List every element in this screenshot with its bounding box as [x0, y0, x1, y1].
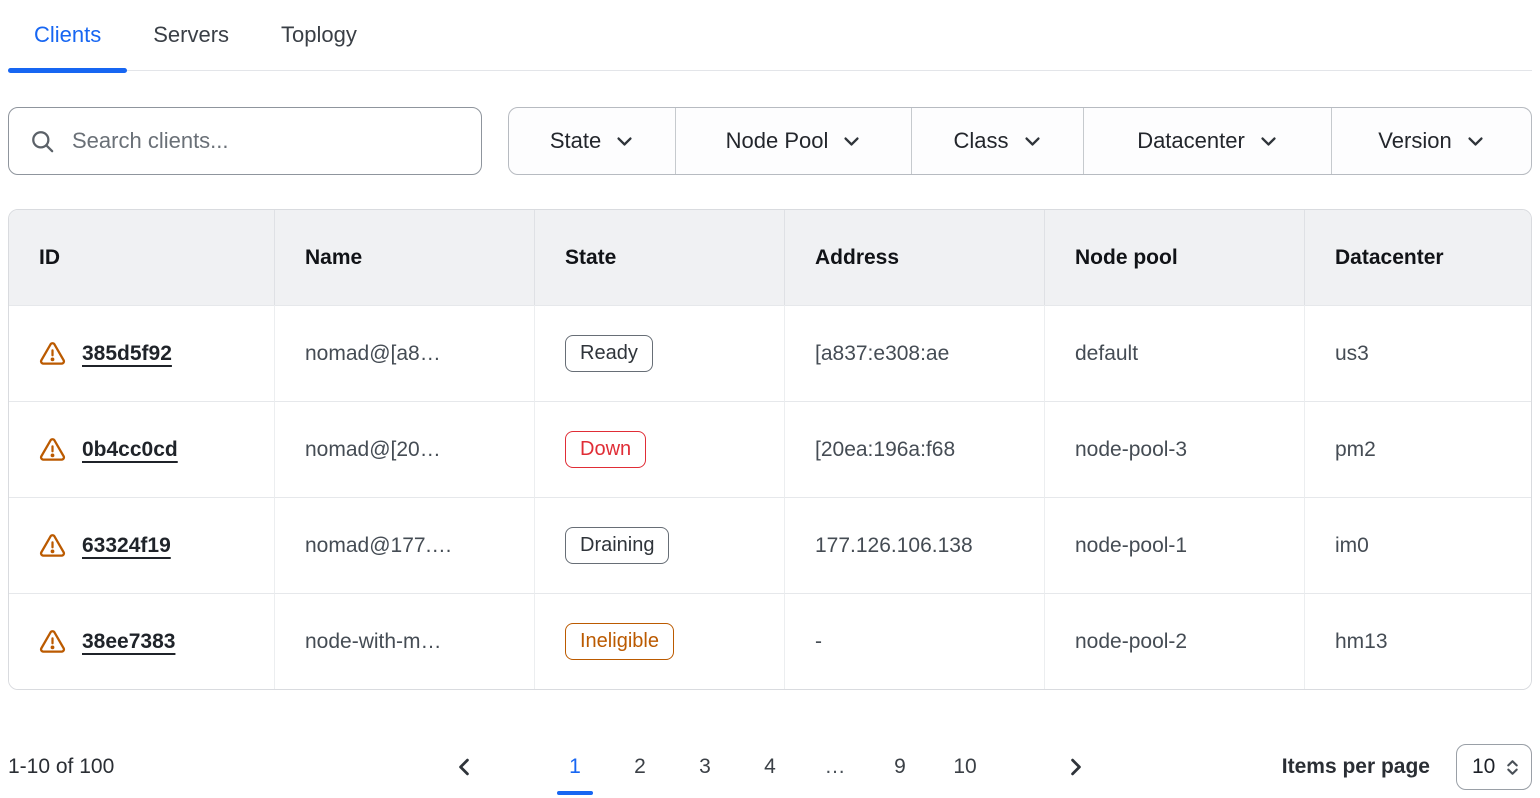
state-badge: Ineligible: [565, 623, 674, 660]
search-box[interactable]: [8, 107, 482, 175]
client-name: node-with-m…: [274, 593, 534, 689]
page-ellipsis: …: [824, 755, 846, 778]
filter-class[interactable]: Class: [911, 108, 1083, 174]
warning-icon: [39, 628, 66, 655]
chevron-down-icon: [1466, 132, 1485, 151]
filter-state[interactable]: State: [509, 108, 675, 174]
warning-icon: [39, 532, 66, 559]
client-node-pool: default: [1044, 305, 1304, 401]
items-per-page: Items per page 10: [1098, 744, 1532, 790]
client-address: -: [784, 593, 1044, 689]
toolbar: State Node Pool Class Datacenter: [8, 107, 1532, 175]
items-per-page-label: Items per page: [1281, 755, 1430, 778]
column-header-name: Name: [274, 210, 534, 305]
page-button-2[interactable]: 2: [634, 755, 646, 778]
filter-version-label: Version: [1378, 128, 1452, 153]
table-header-row: ID Name State Address Node pool Datacent…: [9, 210, 1531, 305]
client-name: nomad@[20…: [274, 401, 534, 497]
state-badge: Draining: [565, 527, 670, 564]
filter-node-pool-label: Node Pool: [725, 128, 829, 153]
client-node-pool: node-pool-2: [1044, 593, 1304, 689]
client-address: 177.126.106.138: [784, 497, 1044, 593]
client-address: [20ea:196a:f68: [784, 401, 1044, 497]
chevron-up-down-icon: [1504, 757, 1521, 778]
pagination-range-label: 1-10 of 100: [8, 755, 115, 778]
warning-icon: [39, 436, 66, 463]
state-badge: Ready: [565, 335, 653, 372]
page-button-3[interactable]: 3: [699, 755, 711, 778]
search-input[interactable]: [72, 128, 461, 154]
client-node-pool: node-pool-1: [1044, 497, 1304, 593]
filter-node-pool[interactable]: Node Pool: [675, 108, 911, 174]
client-name: nomad@177.…: [274, 497, 534, 593]
tab-topology[interactable]: Toplogy: [281, 22, 357, 47]
client-id-link[interactable]: 385d5f92: [82, 341, 172, 365]
filter-group: State Node Pool Class Datacenter: [508, 107, 1532, 175]
filter-state-label: State: [549, 128, 602, 153]
filter-datacenter[interactable]: Datacenter: [1083, 108, 1331, 174]
items-per-page-value: 10: [1472, 755, 1496, 778]
table-row: 63324f19 nomad@177.… Draining 177.126.10…: [9, 497, 1531, 593]
filter-datacenter-label: Datacenter: [1137, 128, 1245, 153]
filter-version[interactable]: Version: [1331, 108, 1531, 174]
table-row: 0b4cc0cd nomad@[20… Down [20ea:196a:f68 …: [9, 401, 1531, 497]
pagination-bar: 1-10 of 100 1 2 3 4 … 9 10 Items per pag…: [8, 736, 1532, 798]
client-datacenter: pm2: [1304, 401, 1531, 497]
table-row: 38ee7383 node-with-m… Ineligible - node-…: [9, 593, 1531, 689]
client-datacenter: us3: [1304, 305, 1531, 401]
chevron-down-icon: [1023, 132, 1042, 151]
column-header-id: ID: [9, 210, 274, 305]
state-badge: Down: [565, 431, 647, 468]
page-button-10[interactable]: 10: [953, 755, 977, 778]
page-button-9[interactable]: 9: [894, 755, 906, 778]
items-per-page-select[interactable]: 10: [1456, 744, 1532, 790]
column-header-node-pool: Node pool: [1044, 210, 1304, 305]
client-name: nomad@[a8…: [274, 305, 534, 401]
column-header-datacenter: Datacenter: [1304, 210, 1531, 305]
top-tabbar: Clients Servers Toplogy: [8, 0, 1532, 73]
tab-servers[interactable]: Servers: [153, 22, 230, 47]
chevron-down-icon: [842, 132, 861, 151]
client-id-link[interactable]: 38ee7383: [82, 629, 176, 653]
tab-clients[interactable]: Clients: [8, 0, 128, 73]
client-id-link[interactable]: 63324f19: [82, 533, 171, 557]
clients-table: ID Name State Address Node pool Datacent…: [8, 209, 1532, 690]
pagination-pages: 1 2 3 4 … 9 10: [442, 739, 1098, 795]
client-datacenter: hm13: [1304, 593, 1531, 689]
search-icon: [29, 128, 56, 155]
chevron-down-icon: [615, 132, 634, 151]
filter-class-label: Class: [953, 128, 1009, 153]
warning-icon: [39, 340, 66, 367]
chevron-right-icon[interactable]: [1054, 745, 1098, 789]
column-header-state: State: [534, 210, 784, 305]
column-header-address: Address: [784, 210, 1044, 305]
client-address: [a837:e308:ae: [784, 305, 1044, 401]
table-row: 385d5f92 nomad@[a8… Ready [a837:e308:ae …: [9, 305, 1531, 401]
chevron-left-icon[interactable]: [442, 745, 486, 789]
chevron-down-icon: [1259, 132, 1278, 151]
page-button-1[interactable]: 1: [555, 739, 595, 795]
client-id-link[interactable]: 0b4cc0cd: [82, 437, 178, 461]
client-datacenter: im0: [1304, 497, 1531, 593]
client-node-pool: node-pool-3: [1044, 401, 1304, 497]
page-button-4[interactable]: 4: [764, 755, 776, 778]
